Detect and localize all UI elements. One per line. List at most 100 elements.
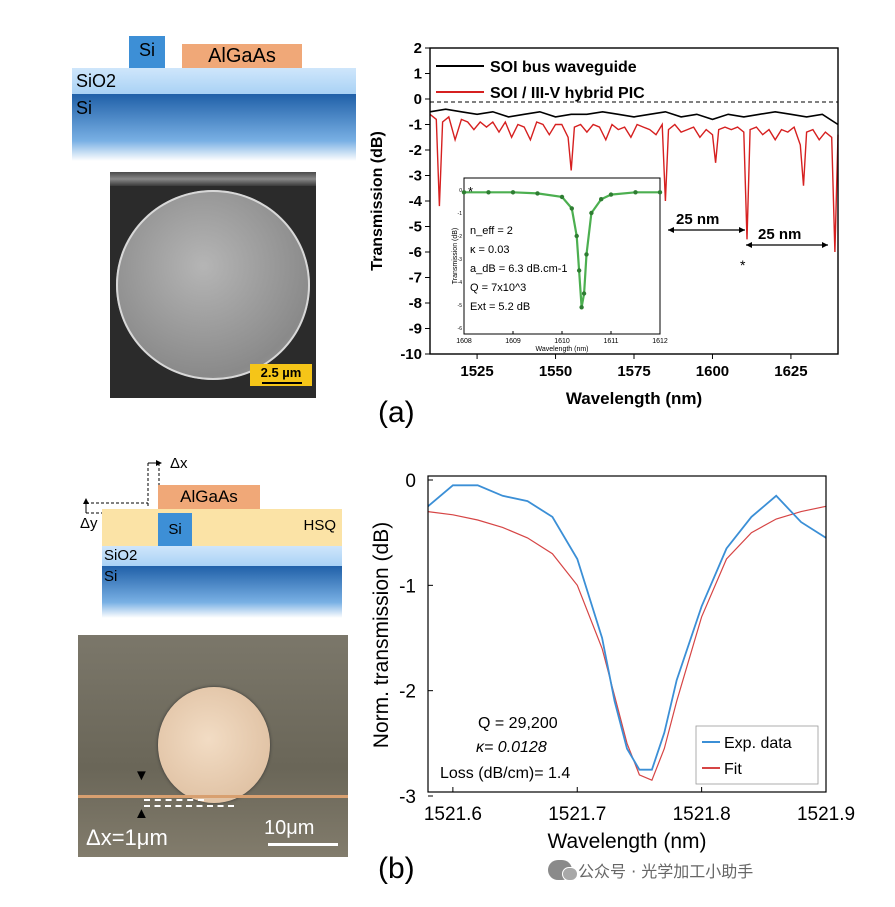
ytick-label: -6 bbox=[409, 244, 422, 261]
inset-xlabel: Wavelength (nm) bbox=[535, 346, 588, 353]
hsq-layer: HSQ bbox=[102, 509, 342, 546]
arrowhead bbox=[739, 227, 745, 233]
sem-scale-bar bbox=[262, 382, 302, 384]
si-waveguide-block-b: Si bbox=[158, 513, 192, 546]
span-label-2: 25 nm bbox=[758, 226, 801, 243]
inset-point bbox=[657, 190, 663, 195]
inset-yticks: 0 -1 -2 -3 -4 -5 -6 bbox=[458, 188, 463, 332]
inset-point bbox=[608, 192, 614, 197]
ytick-label: -1 bbox=[409, 117, 422, 134]
series-exp-data bbox=[427, 484, 827, 771]
arrowhead bbox=[668, 227, 674, 233]
inset-point bbox=[599, 197, 604, 202]
marker-arrow-down: ▼ bbox=[134, 767, 149, 784]
ytick-label: 2 bbox=[414, 40, 422, 57]
chart-a: 210-1-2-3-4-5-6-7-8-9-10 1525 1550 1575 160… bbox=[369, 40, 839, 408]
annotation-loss: Loss (dB/cm)= 1.4 bbox=[440, 765, 570, 782]
chart-a-ylabel: Transmission (dB) bbox=[369, 131, 386, 271]
watermark: 公众号 · 光学加工小助手 bbox=[548, 858, 753, 882]
ytick-label: -8 bbox=[409, 295, 422, 312]
chart-b-xticks: 1521.6 1521.7 1521.8 1521.9 bbox=[424, 787, 855, 825]
sio2-layer-b: SiO2 bbox=[102, 546, 342, 566]
watermark-text: 公众号 · 光学加工小助手 bbox=[578, 862, 754, 881]
inset-xtick-label: 1608 bbox=[456, 338, 472, 345]
inset-ytick-label: -5 bbox=[458, 303, 463, 309]
algaas-block-b: AlGaAs bbox=[158, 485, 260, 509]
si-substrate-layer-b: Si bbox=[102, 566, 342, 618]
inset-ytick-label: -3 bbox=[458, 257, 463, 263]
algaas-label-b: AlGaAs bbox=[180, 487, 238, 506]
inset-point bbox=[461, 190, 467, 195]
offset-dash-1 bbox=[144, 799, 204, 801]
ytick-label: -1 bbox=[399, 576, 416, 597]
algaas-block: AlGaAs bbox=[182, 44, 302, 68]
inset-point bbox=[569, 206, 574, 211]
inset-point bbox=[579, 305, 584, 310]
ytick-label: -7 bbox=[409, 270, 422, 287]
sio2-label: SiO2 bbox=[76, 71, 117, 91]
inset-ytick-label: -6 bbox=[458, 326, 463, 332]
chart-b-yticks: 0 -1 -2 -3 bbox=[399, 471, 433, 808]
inset-param-kappa: κ = 0.03 bbox=[470, 244, 509, 256]
inset-xtick-label: 1612 bbox=[652, 338, 668, 345]
inset-param-ext: Ext = 5.2 dB bbox=[470, 301, 530, 313]
arrowhead bbox=[746, 242, 752, 248]
xtick-label: 1575 bbox=[617, 363, 650, 380]
sem-scale-box: 2.5 µm bbox=[250, 364, 312, 386]
ytick-label: -9 bbox=[409, 321, 422, 338]
delta-y-label: Δy bbox=[80, 515, 98, 532]
inset-ytick-label: -1 bbox=[458, 211, 463, 217]
delta-x-label: Δx bbox=[170, 455, 188, 472]
inset-point bbox=[581, 291, 587, 296]
algaas-label: AlGaAs bbox=[208, 45, 276, 67]
hsq-label: HSQ bbox=[303, 517, 336, 534]
inset-ytick-label: -2 bbox=[458, 234, 463, 240]
panel-label-b: (b) bbox=[378, 852, 415, 885]
schematic-a: Si AlGaAs SiO2 Si bbox=[72, 36, 356, 161]
ytick-label: 1 bbox=[414, 66, 422, 83]
ytick-label: -5 bbox=[409, 219, 422, 236]
xtick-label: 1600 bbox=[696, 363, 729, 380]
xtick-label: 1525 bbox=[460, 363, 493, 380]
ytick-label: 0 bbox=[405, 471, 416, 492]
chart-a-frame bbox=[429, 47, 839, 355]
bus-waveguide-line bbox=[78, 795, 348, 798]
inset-point bbox=[510, 190, 516, 195]
legend-label-exp: Exp. data bbox=[724, 735, 792, 752]
ytick-label: -2 bbox=[409, 142, 422, 159]
xtick-label: 1521.8 bbox=[673, 804, 731, 825]
micro-dx-label: Δx=1μm bbox=[86, 825, 168, 850]
chart-a-xticks: 1525 1550 1575 1600 1625 bbox=[460, 354, 808, 380]
legend-label-soi-bus: SOI bus waveguide bbox=[490, 59, 637, 76]
ytick-label: -4 bbox=[409, 193, 423, 210]
si-label: Si bbox=[138, 40, 155, 60]
ytick-label: 0 bbox=[414, 91, 422, 108]
ytick-label: -10 bbox=[400, 346, 422, 363]
si-waveguide-block: Si bbox=[129, 36, 165, 68]
chart-b-frame bbox=[427, 475, 827, 793]
sem-image: 2.5 µm bbox=[110, 172, 316, 398]
xtick-label: 1521.9 bbox=[797, 804, 855, 825]
inset-point bbox=[576, 268, 582, 273]
substrate-label-b: Si bbox=[104, 568, 118, 585]
panel-label-a: (a) bbox=[378, 396, 415, 429]
inset-point bbox=[486, 190, 491, 195]
sio2-layer: SiO2 bbox=[72, 68, 356, 94]
chart-b-ylabel: Norm. transmission (dB) bbox=[370, 522, 393, 748]
xtick-label: 1550 bbox=[539, 363, 572, 380]
inset-xticks: 1608 1609 1610 1611 1612 bbox=[456, 331, 668, 345]
sio2-label-b: SiO2 bbox=[104, 547, 138, 564]
optical-micrograph: ▼ ▲ Δx=1μm 10μm bbox=[78, 635, 348, 857]
microdisk-b bbox=[158, 687, 270, 803]
inset-star: * bbox=[468, 184, 473, 199]
chart-b: 0 -1 -2 -3 1521.6 1521.7 1521.8 1521.9 Norm. t… bbox=[370, 471, 855, 853]
resonance-star: * bbox=[740, 257, 746, 273]
inset-param-adb: a_dB = 6.3 dB.cm-1 bbox=[470, 263, 568, 275]
inset-param-q: Q = 7x10^3 bbox=[470, 282, 526, 294]
ytick-label: -3 bbox=[399, 787, 416, 808]
arrowhead bbox=[822, 242, 828, 248]
inset-point bbox=[559, 194, 565, 200]
xtick-label: 1521.7 bbox=[548, 804, 606, 825]
schematic-b: Δx Δy AlGaAs HSQ Si SiO2 Si bbox=[78, 455, 348, 618]
inset-ytick-label: 0 bbox=[459, 188, 462, 194]
